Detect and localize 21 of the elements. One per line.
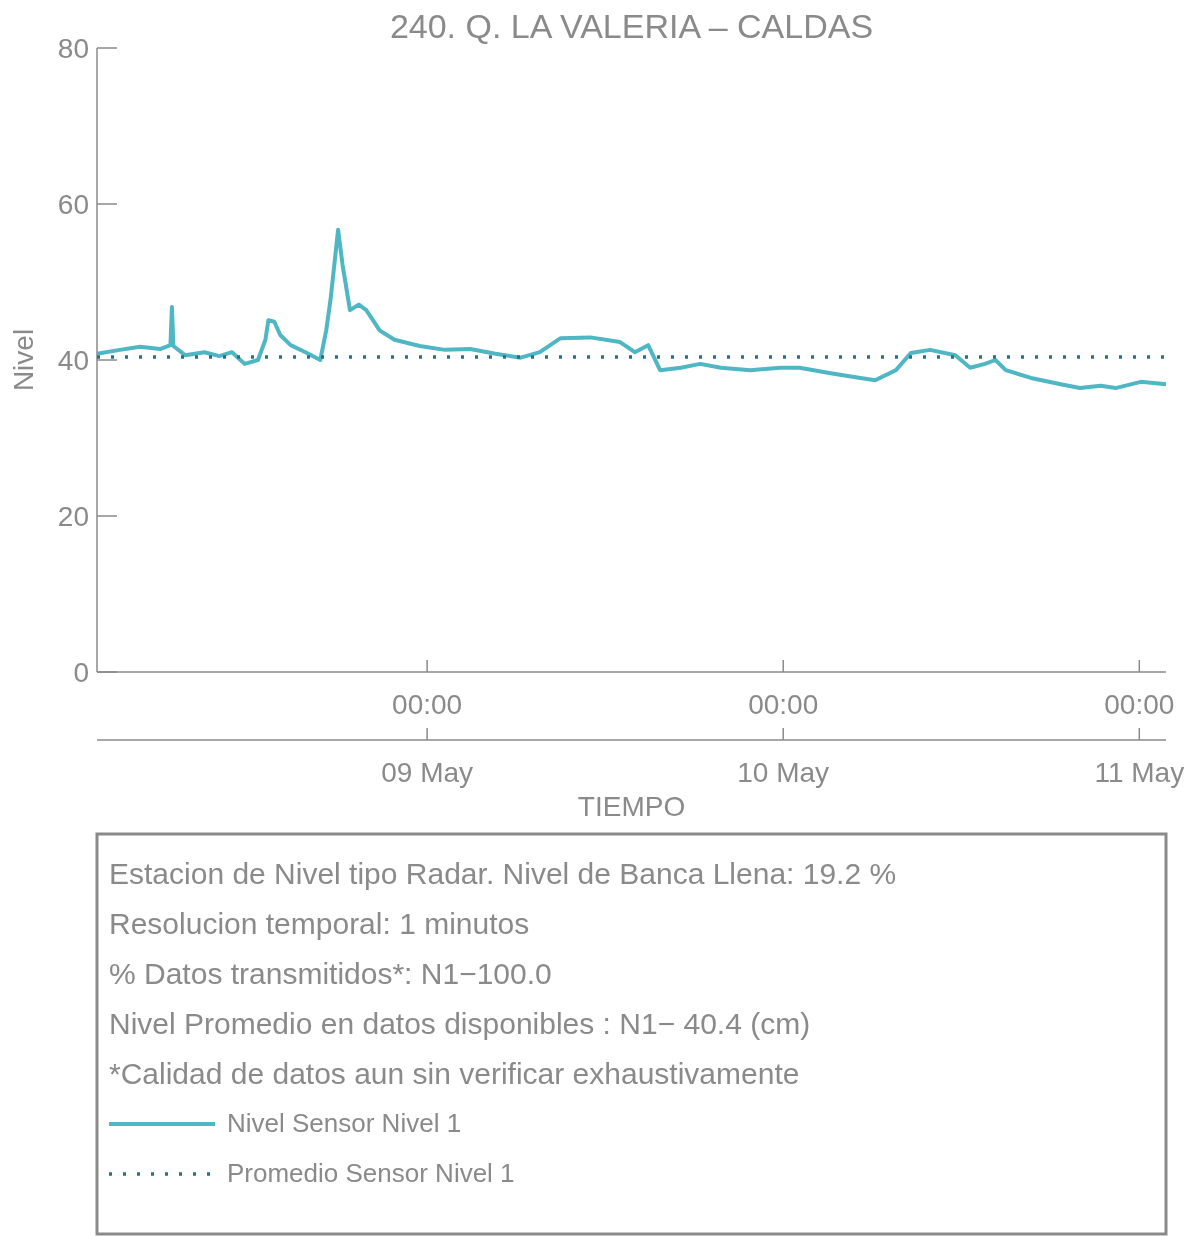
y-tick-label: 80 xyxy=(57,32,89,64)
legend-label: Nivel Sensor Nivel 1 xyxy=(227,1108,462,1138)
x-tick-label: 00:00 xyxy=(1104,689,1175,720)
text: Resolucion temporal: 1 minutos xyxy=(109,907,530,940)
legend-label: Promedio Sensor Nivel 1 xyxy=(227,1158,515,1188)
y-tick-label: 0 xyxy=(73,656,89,688)
text: Nivel Promedio en datos disponibles : N1− 40.4 (cm) xyxy=(109,1007,811,1040)
x-axis-title: TIEMPO xyxy=(577,791,686,822)
y-tick-label: 20 xyxy=(57,500,89,532)
chart-title: 240. Q. LA VALERIA – CALDAS xyxy=(389,7,874,45)
x-tick-label: 00:00 xyxy=(748,689,819,720)
x-tick-label: 00:00 xyxy=(392,689,463,720)
text: *Calidad de datos aun sin verificar exhaustivamente xyxy=(109,1057,800,1090)
text: Estacion de Nivel tipo Radar. Nivel de Banca Llena: 19.2 % xyxy=(109,857,897,890)
y-tick-label: 60 xyxy=(57,188,89,220)
y-tick-label: 40 xyxy=(57,344,89,376)
x2-tick-label: 11 May xyxy=(1094,757,1185,788)
x2-tick-label: 10 May xyxy=(737,757,830,788)
text: % Datos transmitidos*: N1−100.0 xyxy=(109,957,552,990)
x2-tick-label: 09 May xyxy=(381,757,474,788)
y-axis-title: Nivel xyxy=(8,328,39,392)
